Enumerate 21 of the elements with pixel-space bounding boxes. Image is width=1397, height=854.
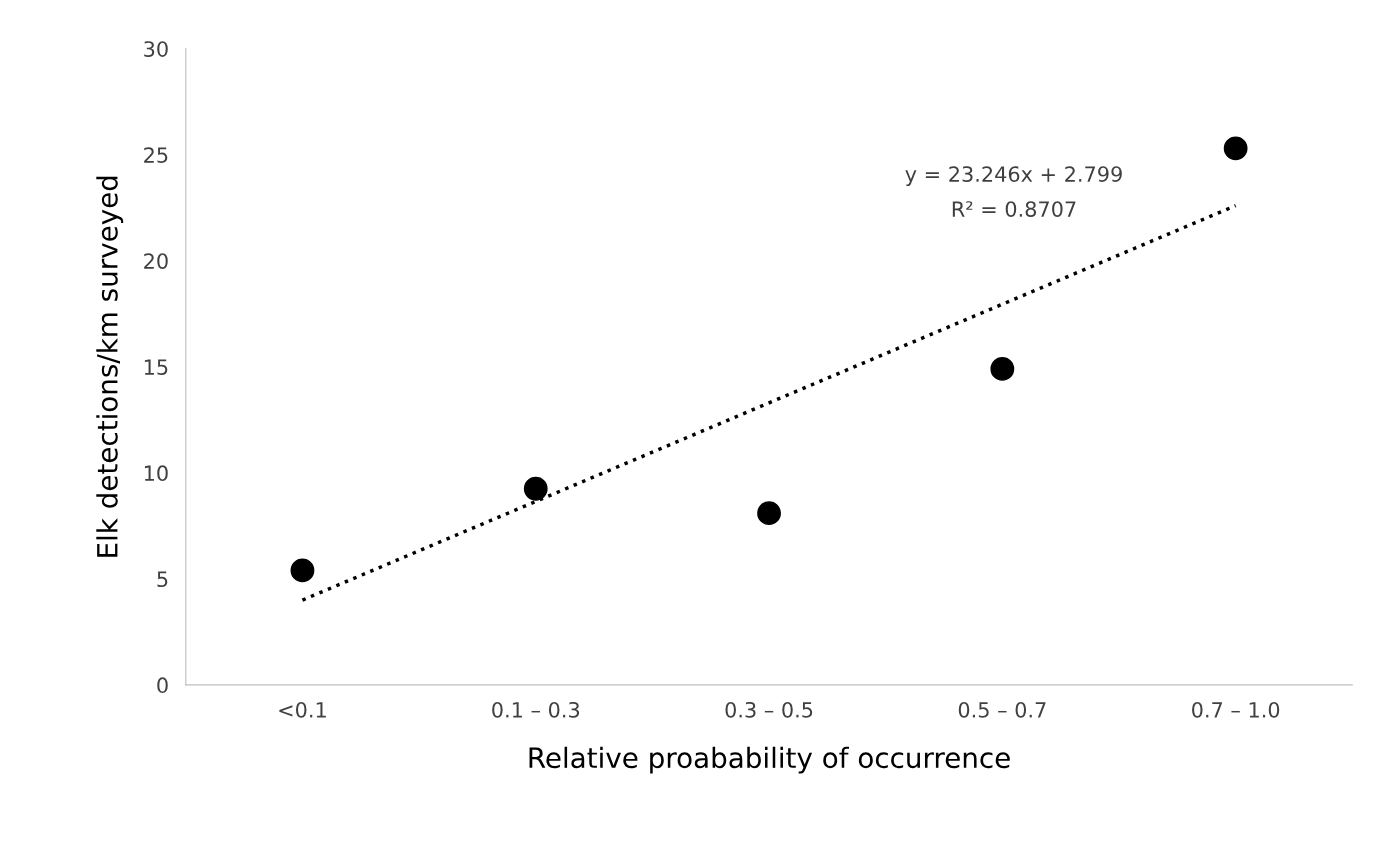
y-tick-label: 30: [144, 41, 168, 57]
x-tick-label: 0.7 – 1.0: [1192, 701, 1280, 718]
y-tick-label: 15: [144, 359, 168, 375]
x-tick-label: <0.1: [279, 701, 326, 718]
x-tick-label: 0.1 – 0.3: [492, 701, 580, 718]
x-tick-label: 0.3 – 0.5: [725, 701, 813, 718]
y-tick-label: 5: [157, 571, 168, 588]
x-axis-title: Relative proabability of occurrence: [529, 746, 1010, 774]
annotation: y = 23.246x + 2.799: [905, 166, 1122, 187]
y-axis-title: Elk detections/km surveyed: [96, 176, 124, 557]
point: [1223, 136, 1248, 161]
y-tick-label: 0: [157, 677, 168, 694]
y-tick-label: 10: [144, 465, 168, 482]
point: [290, 558, 315, 583]
y-tick-label: 20: [144, 253, 168, 269]
point: [757, 501, 781, 526]
y-tick-label: 25: [144, 147, 168, 163]
point: [523, 476, 548, 501]
point: [990, 357, 1015, 381]
x-tick-label: 0.5 – 0.7: [958, 701, 1046, 718]
annotation: R² = 0.8707: [952, 201, 1076, 217]
